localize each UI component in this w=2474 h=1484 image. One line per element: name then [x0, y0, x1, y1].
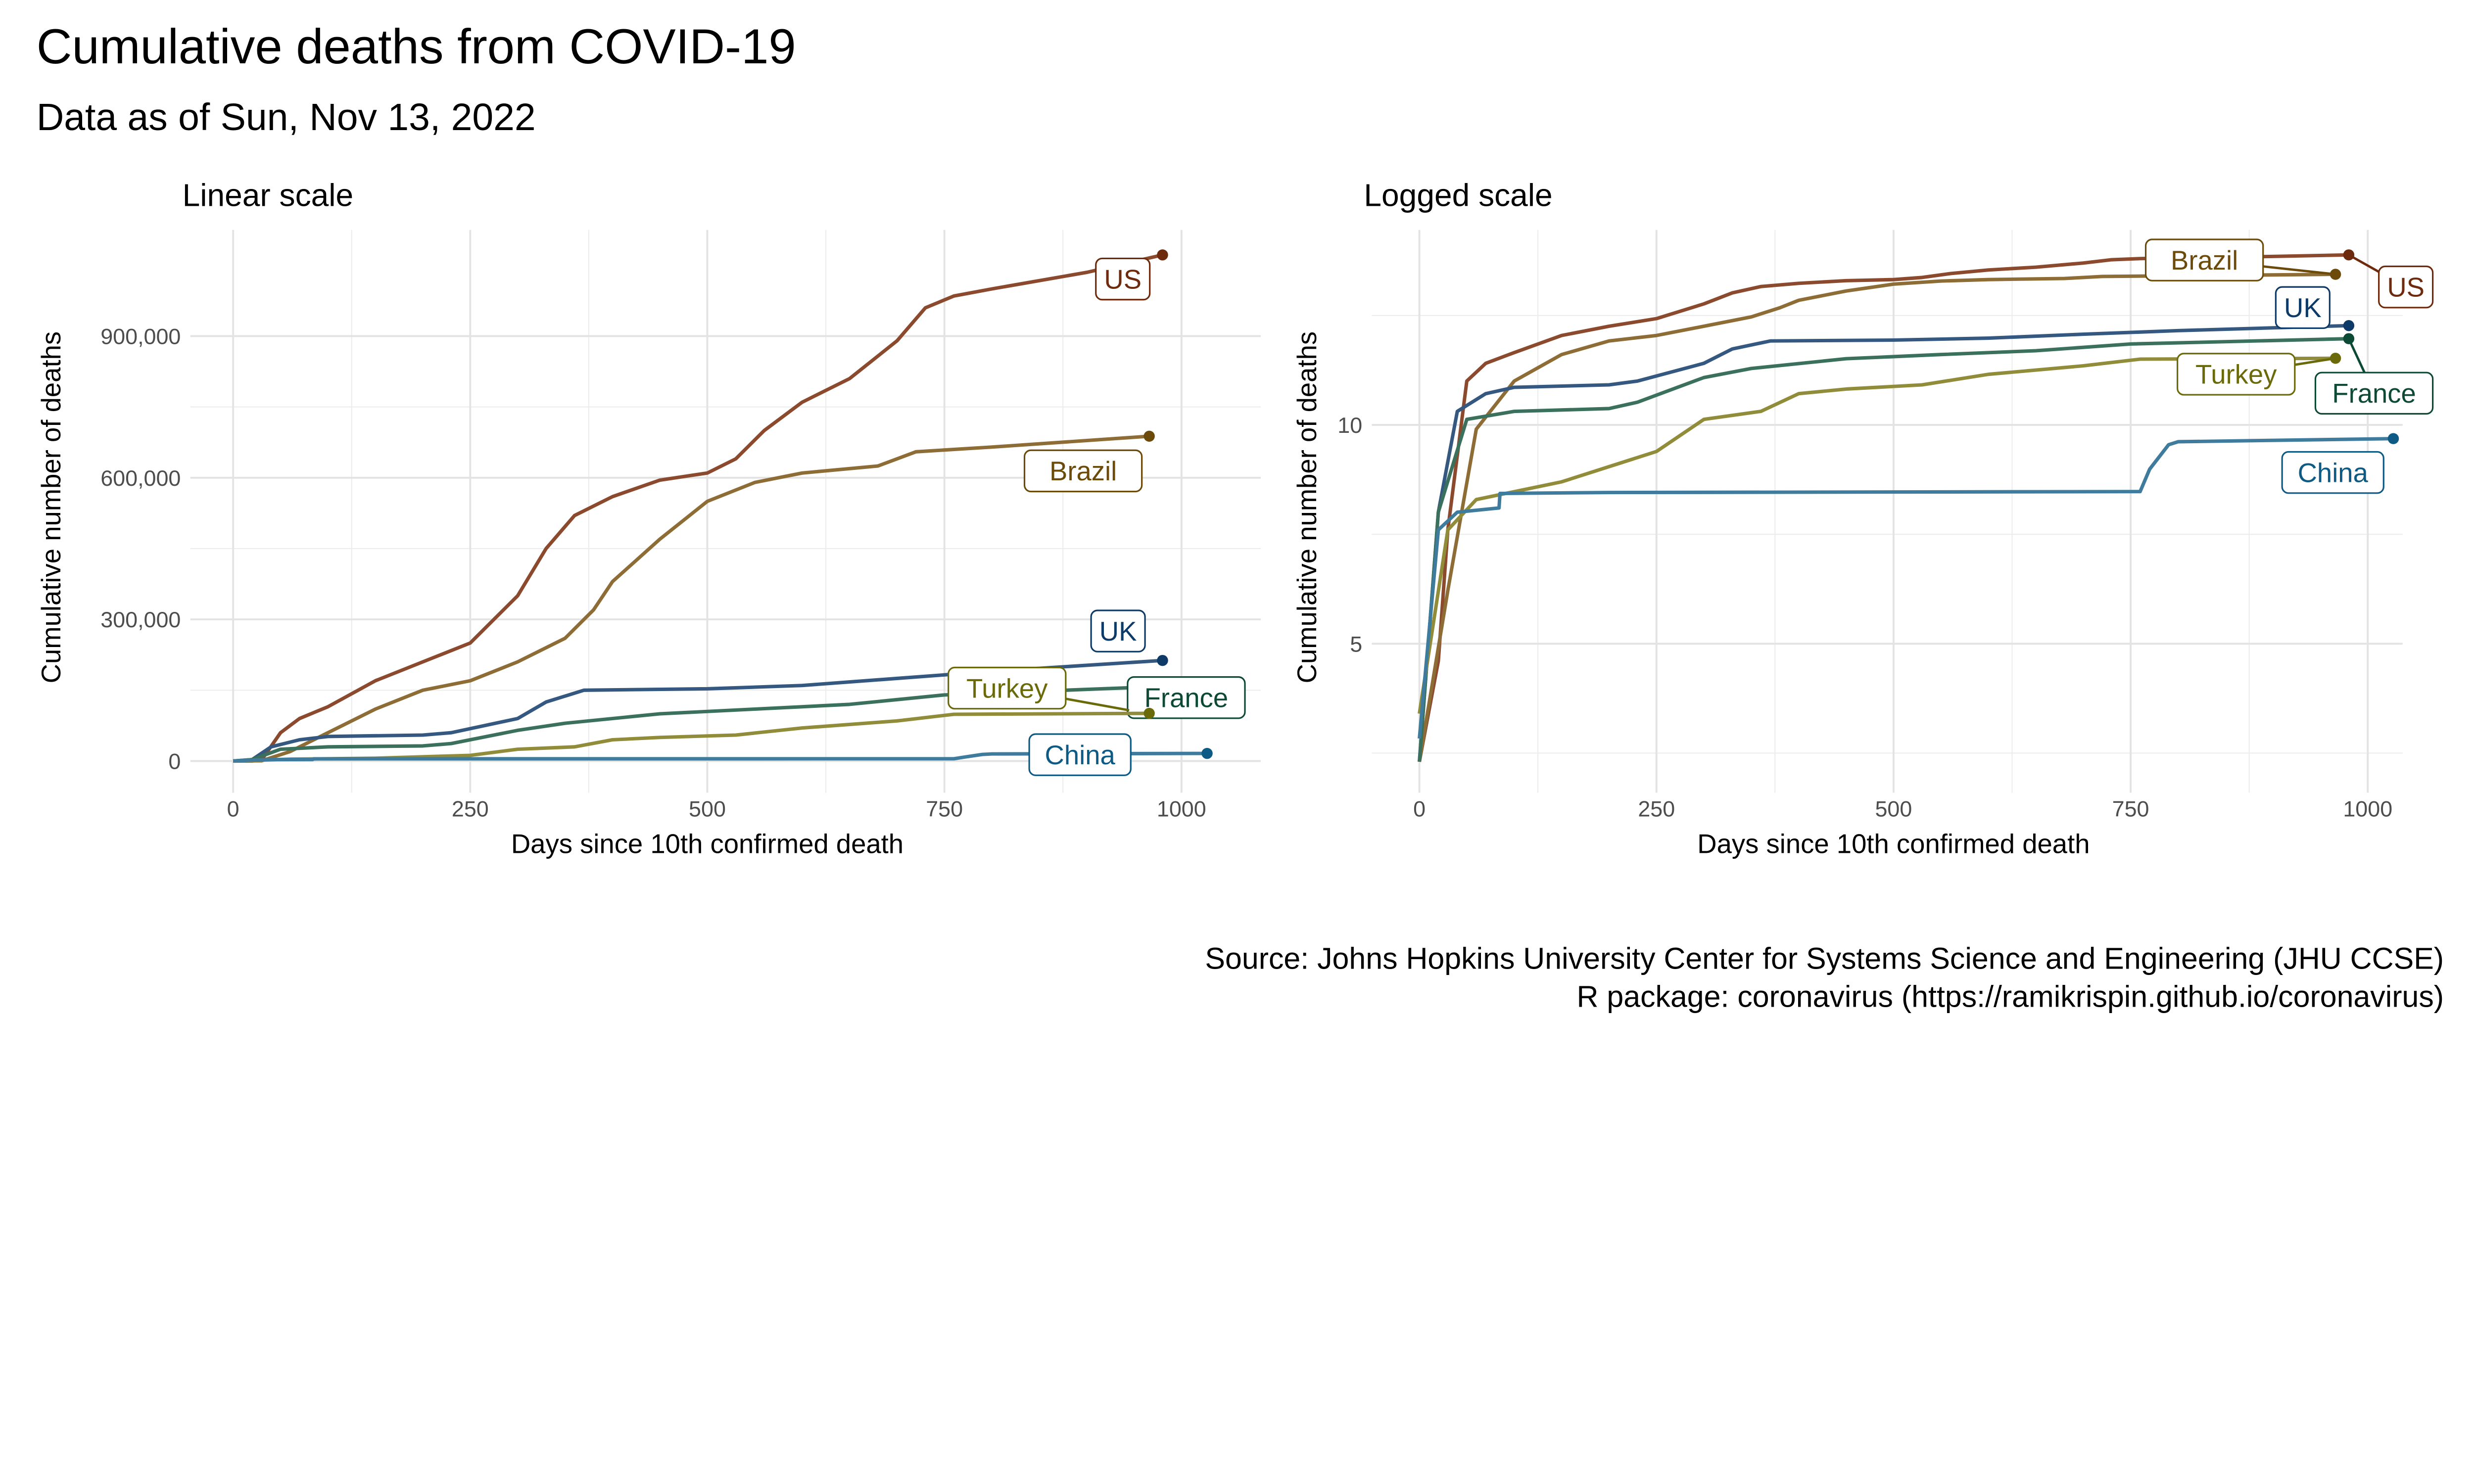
series-china-line — [233, 751, 1207, 763]
panel-log: 0 250 500 750 1000 5 10 Logged scale Days since … — [1292, 178, 2434, 859]
series-brazil-line — [1418, 273, 2336, 762]
series-turkey-label: Turkey — [2195, 360, 2277, 390]
series-uk-end-point — [2343, 320, 2355, 331]
panel-title: Linear scale — [183, 178, 354, 213]
series-uk-label: UK — [2284, 293, 2322, 323]
x-tick-label: 500 — [689, 796, 726, 822]
series-brazil-end-point — [1143, 430, 1155, 442]
y-tick-label: 900,000 — [100, 324, 181, 349]
series-china-label: China — [2298, 458, 2369, 488]
x-tick-label: 0 — [1413, 796, 1426, 822]
series-us-label: US — [2387, 272, 2425, 302]
series-uk-label-box — [1090, 609, 1146, 652]
series-brazil-line — [233, 434, 1149, 763]
series-uk-line — [1418, 324, 2349, 762]
caption-line-2: R package: coronavirus (https://ramikris… — [1576, 979, 2444, 1013]
series-france-label: France — [2332, 378, 2416, 409]
figure-subtitle: Data as of Sun, Nov 13, 2022 — [37, 96, 536, 139]
series-uk-label-box — [2275, 286, 2331, 329]
series-france-line — [1418, 337, 2349, 762]
series-brazil-label-box — [2144, 238, 2264, 281]
x-tick-label: 250 — [1638, 796, 1675, 822]
series-china-line — [1418, 437, 2394, 739]
series-us-line — [1418, 253, 2349, 762]
series-uk-label: UK — [1099, 616, 1137, 647]
x-tick-label: 750 — [926, 796, 963, 822]
series-turkey-line — [1418, 356, 2336, 714]
y-tick-label: 5 — [1350, 631, 1362, 656]
series-france-label-box — [1127, 676, 1246, 719]
series-brazil-label: Brazil — [2171, 245, 2238, 276]
series-china-label: China — [1045, 740, 1116, 770]
series-turkey-end-point — [2330, 353, 2341, 364]
x-axis-title: Days since 10th confirmed death — [511, 829, 904, 859]
panel-title: Logged scale — [1364, 178, 1552, 213]
chart-panels: 0 250 500 750 1000 0 300,000 600,000 900,000 Line… — [36, 178, 2434, 859]
x-tick-label: 250 — [452, 796, 489, 822]
series-uk-end-point — [1157, 654, 1168, 666]
series-france-label: France — [1144, 683, 1229, 713]
series-us-line — [233, 253, 1163, 763]
series-china-end-point — [1201, 747, 1213, 759]
x-tick-label: 750 — [2112, 796, 2149, 822]
y-tick-label: 300,000 — [100, 607, 181, 632]
y-tick-label: 10 — [1337, 413, 1362, 438]
y-axis-title: Cumulative number of deaths — [1292, 331, 1322, 683]
series-china-label-box — [2281, 451, 2384, 494]
covid-deaths-figure: Cumulative deaths from COVID-19 Data as … — [36, 19, 2444, 1013]
series-us-label-box — [1095, 257, 1151, 301]
y-axis-title: Cumulative number of deaths — [36, 331, 66, 683]
series-turkey-label-box — [2177, 353, 2296, 396]
series-brazil-end-point — [2330, 269, 2341, 280]
series-france-label-box — [2314, 371, 2434, 415]
series-us-label-box — [2378, 265, 2434, 309]
series-brazil-label: Brazil — [1049, 456, 1117, 486]
x-tick-label: 1000 — [2343, 796, 2392, 822]
series-china-end-point — [2387, 433, 2399, 444]
x-tick-label: 0 — [227, 796, 239, 822]
series-us-end-point — [1157, 249, 1168, 261]
series-uk-line — [233, 658, 1163, 763]
x-tick-label: 500 — [1875, 796, 1912, 822]
caption-line-1: Source: Johns Hopkins University Center … — [1205, 941, 2444, 975]
figure-title: Cumulative deaths from COVID-19 — [37, 19, 796, 74]
y-tick-label: 600,000 — [100, 465, 181, 491]
series-turkey-end-point — [1143, 707, 1155, 719]
series-brazil-label-box — [1023, 449, 1143, 493]
panel-linear: 0 250 500 750 1000 0 300,000 600,000 900,000 Line… — [36, 178, 1261, 859]
y-tick-label: 0 — [168, 748, 181, 774]
series-us-end-point — [2343, 249, 2355, 261]
series-china-label-box — [1028, 733, 1132, 776]
series-turkey-label-box — [948, 666, 1067, 710]
x-tick-label: 1000 — [1157, 796, 1206, 822]
x-axis-title: Days since 10th confirmed death — [1697, 829, 2090, 859]
series-turkey-label: Turkey — [966, 673, 1048, 703]
series-france-end-point — [2343, 333, 2355, 344]
series-france-line — [233, 685, 1163, 763]
series-us-label: US — [1104, 264, 1142, 294]
